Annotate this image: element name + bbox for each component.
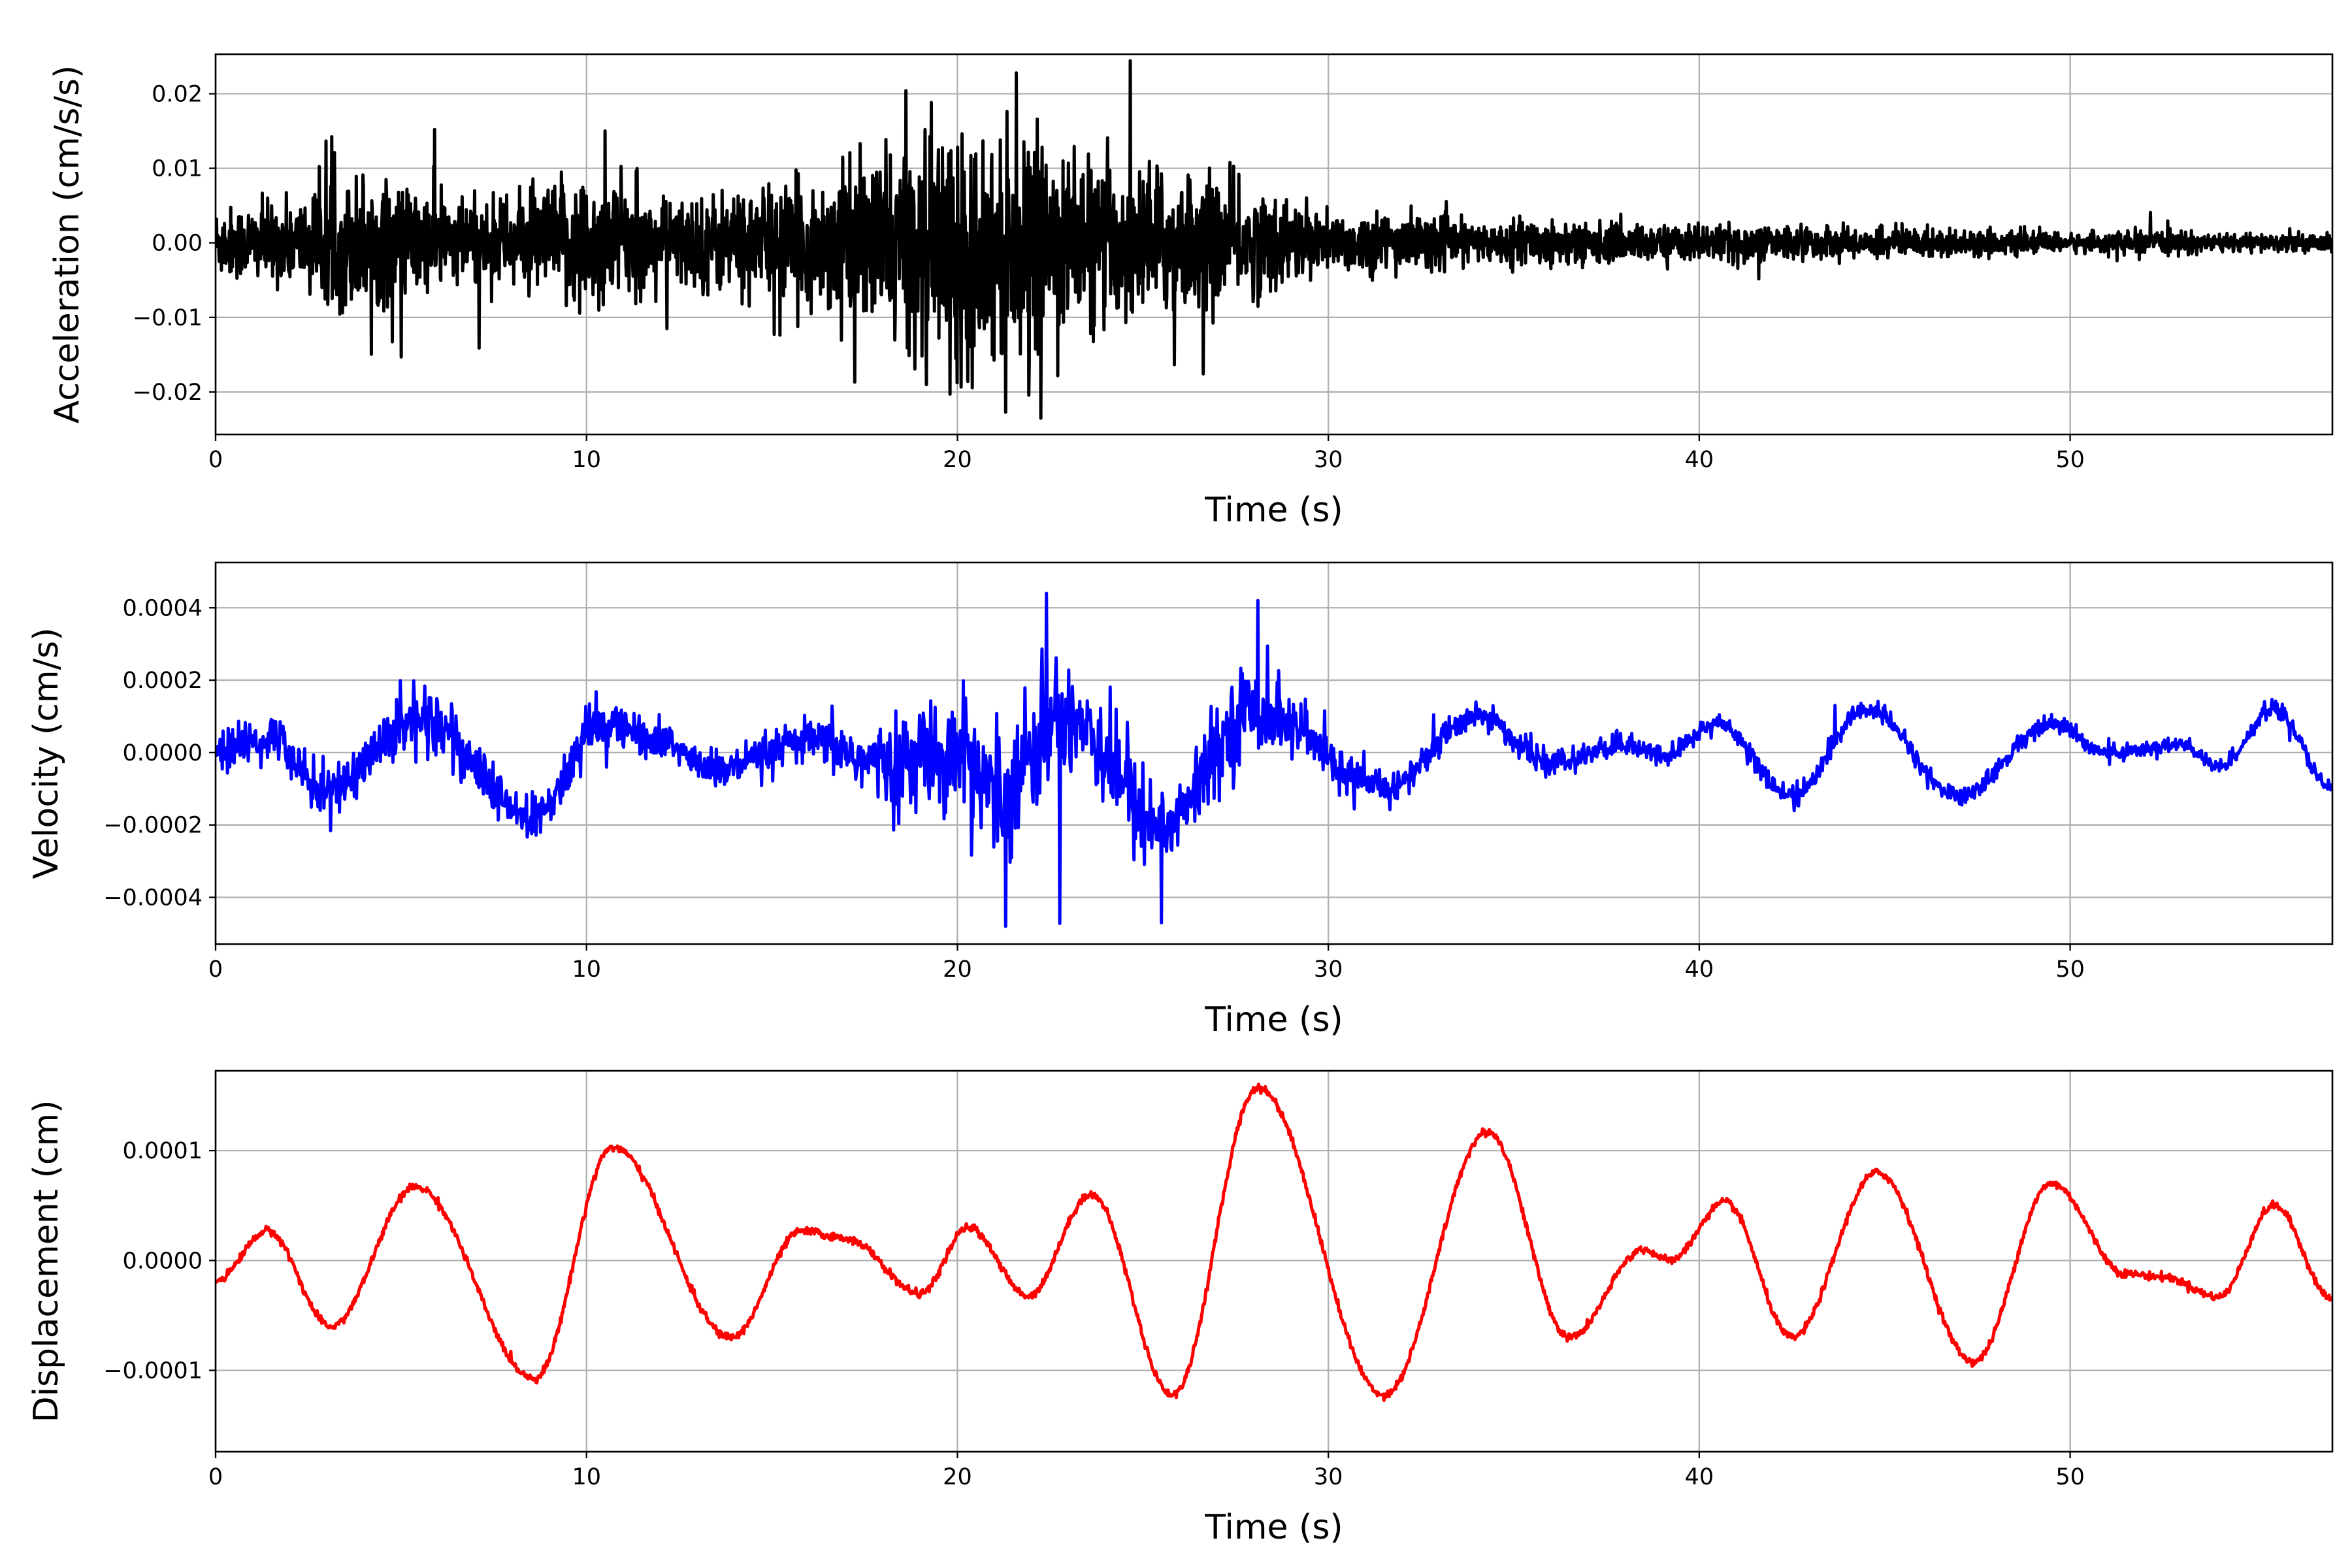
acceleration-line: [216, 59, 2332, 420]
x-tick-label: 0: [208, 447, 223, 473]
y-tick-label: 0.0000: [123, 740, 203, 766]
y-tick-label: 0.00: [152, 231, 203, 257]
x-axis-label: Time (s): [1204, 1508, 1343, 1547]
y-tick-label: 0.0000: [123, 1248, 203, 1274]
y-tick-label: 0.01: [152, 156, 203, 182]
y-tick-label: 0.02: [152, 81, 203, 107]
x-tick-label: 40: [1685, 956, 1714, 983]
displacement-panel: 0 10 20 30 40 50 0.0001 0.0000 −0.0001 Time (s) Di…: [27, 1070, 2334, 1547]
velocity-panel: 0 10 20 30 40 50 0.0004 0.0002 0.0000 −0.0002 −0.0…: [27, 561, 2334, 1039]
x-tick-label: 30: [1314, 1464, 1343, 1490]
x-tick-label: 20: [943, 1464, 972, 1490]
x-tick-label: 40: [1685, 447, 1714, 473]
x-tick-label: 30: [1314, 956, 1343, 983]
y-tick-label: 0.0004: [123, 595, 203, 621]
x-tick-label: 10: [572, 956, 601, 983]
x-tick-label: 20: [943, 956, 972, 983]
y-tick-label: −0.0001: [103, 1358, 203, 1384]
axes-frame: [214, 53, 2334, 436]
y-axis-label: Displacement (cm): [27, 1100, 66, 1423]
y-tick-label: −0.0002: [103, 813, 203, 839]
x-tick-label: 0: [208, 956, 223, 983]
x-tick-label: 50: [2055, 956, 2085, 983]
displacement-line: [216, 1083, 2332, 1402]
y-tick-label: 0.0001: [123, 1138, 203, 1164]
velocity-line: [216, 591, 2332, 928]
axes-frame: [214, 561, 2334, 945]
y-axis-label: Acceleration (cm/s/s): [48, 65, 87, 424]
x-tick-label: 10: [572, 447, 601, 473]
y-tick-label: 0.0002: [123, 668, 203, 694]
x-tick-label: 50: [2055, 447, 2085, 473]
y-tick-label: −0.01: [133, 305, 203, 331]
y-tick-label: −0.02: [133, 380, 203, 406]
acceleration-panel: 0 10 20 30 40 50 0.02 0.01 0.00 −0.01 −0.02 Time (s…: [48, 53, 2334, 530]
x-tick-label: 0: [208, 1464, 223, 1490]
x-axis-label: Time (s): [1204, 1000, 1343, 1039]
x-axis-label: Time (s): [1204, 491, 1343, 530]
y-axis-label: Velocity (cm/s): [27, 628, 66, 879]
x-tick-label: 50: [2055, 1464, 2085, 1490]
y-tick-label: −0.0004: [103, 885, 203, 911]
x-tick-label: 30: [1314, 447, 1343, 473]
x-tick-label: 40: [1685, 1464, 1714, 1490]
x-tick-label: 20: [943, 447, 972, 473]
x-tick-label: 10: [572, 1464, 601, 1490]
axes-frame: [214, 1070, 2334, 1453]
